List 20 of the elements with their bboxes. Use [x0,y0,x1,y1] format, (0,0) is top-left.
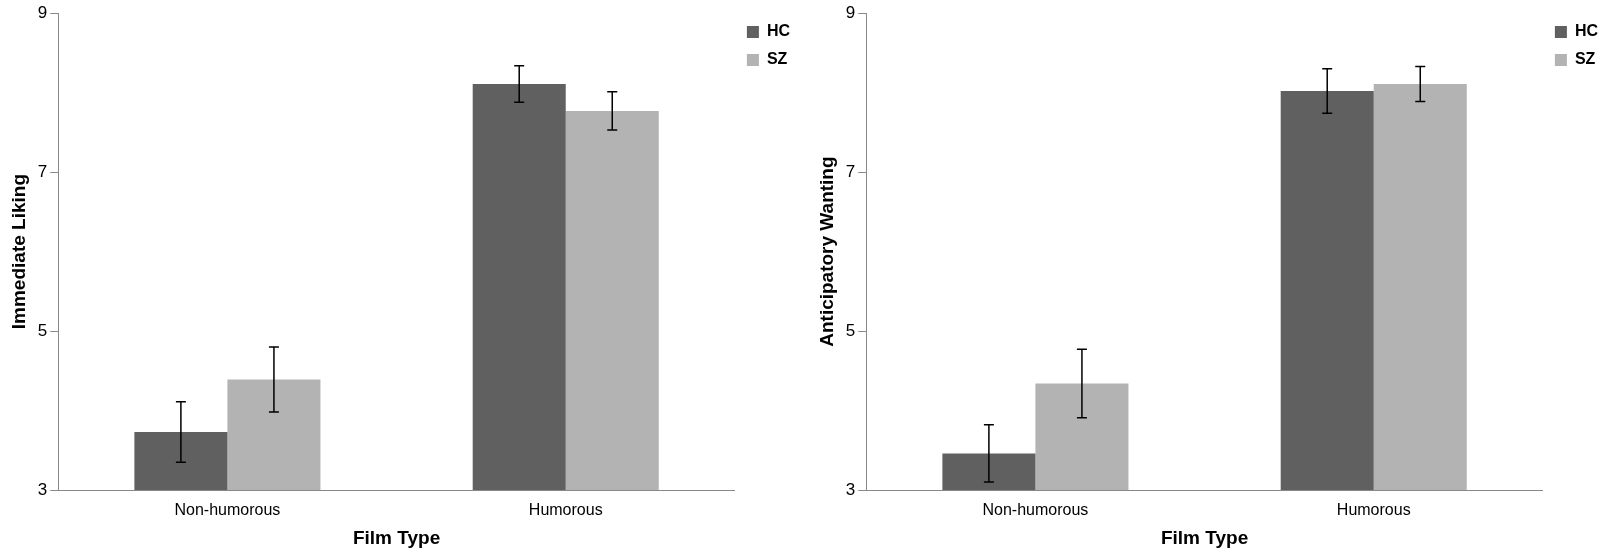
y-tick-label: 7 [37,161,48,181]
y-tick-label: 7 [845,161,856,181]
x-axis-title: Film Type [1160,526,1249,548]
x-tick-label: Humorous [528,501,603,519]
y-tick-label: 3 [37,479,48,499]
legend-label: SZ [1574,50,1596,68]
legend-label: SZ [766,50,788,68]
legend-label: HC [766,22,791,40]
y-tick-label: 9 [37,2,48,22]
y-axis-title: Anticipatory Wanting [815,156,837,347]
y-tick-label: 5 [845,320,856,340]
y-axis-title: Immediate Liking [7,174,29,330]
legend-label: HC [1574,22,1599,40]
y-tick-label: 5 [37,320,48,340]
y-tick-label: 9 [845,2,856,22]
x-tick-label: Non-humorous [982,501,1089,519]
x-axis-title: Film Type [352,526,441,548]
y-tick-label: 3 [845,479,856,499]
x-tick-label: Humorous [1336,501,1411,519]
x-tick-label: Non-humorous [174,501,281,519]
